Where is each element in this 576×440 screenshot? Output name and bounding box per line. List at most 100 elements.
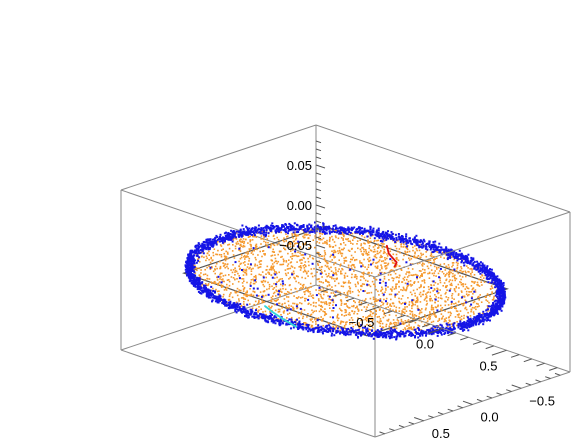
data-point xyxy=(418,270,421,272)
data-point xyxy=(428,261,430,264)
data-point xyxy=(292,226,295,229)
data-point xyxy=(487,305,490,308)
data-point xyxy=(409,283,412,286)
data-point xyxy=(192,254,195,257)
data-point xyxy=(443,250,446,253)
data-point xyxy=(439,267,442,270)
data-point xyxy=(421,242,424,245)
data-point xyxy=(467,270,469,273)
data-point xyxy=(406,306,408,308)
data-point xyxy=(345,314,347,316)
data-point xyxy=(360,244,362,247)
data-point xyxy=(324,260,327,262)
data-point xyxy=(381,271,383,274)
data-point xyxy=(249,266,251,269)
data-point xyxy=(502,284,505,287)
data-point xyxy=(225,289,228,291)
data-point xyxy=(327,322,330,324)
data-point xyxy=(430,284,433,287)
data-point xyxy=(344,272,347,275)
data-point xyxy=(445,265,447,268)
data-point xyxy=(351,328,354,331)
data-point xyxy=(284,302,286,305)
data-point xyxy=(187,276,190,279)
data-point xyxy=(270,255,273,257)
data-point xyxy=(241,307,244,310)
data-point xyxy=(315,326,318,329)
data-point xyxy=(415,238,418,241)
data-point xyxy=(379,269,381,271)
data-point xyxy=(262,233,265,236)
data-point xyxy=(207,284,209,287)
data-point xyxy=(222,275,225,277)
data-point xyxy=(486,265,489,268)
data-point xyxy=(246,309,249,312)
data-point xyxy=(394,296,396,298)
data-point xyxy=(287,245,289,247)
data-point xyxy=(283,237,285,239)
data-point xyxy=(275,271,277,273)
data-point xyxy=(291,234,294,237)
data-point xyxy=(424,316,427,318)
data-point xyxy=(351,264,354,266)
data-point xyxy=(431,255,433,257)
data-point xyxy=(235,270,238,273)
data-point xyxy=(321,231,324,233)
data-point xyxy=(254,300,257,303)
data-point xyxy=(405,261,408,264)
data-point xyxy=(392,319,395,321)
data-point xyxy=(299,302,301,304)
data-point xyxy=(270,224,273,227)
data-point xyxy=(472,281,474,283)
data-point xyxy=(356,275,358,278)
data-point xyxy=(382,316,385,319)
data-point xyxy=(260,238,262,240)
data-point xyxy=(326,239,328,242)
data-point xyxy=(437,292,440,294)
data-point xyxy=(409,291,412,294)
data-point xyxy=(334,293,336,296)
data-point xyxy=(475,302,478,305)
data-point xyxy=(305,328,308,331)
data-point xyxy=(304,322,307,324)
data-point xyxy=(443,272,445,275)
data-point xyxy=(259,291,262,293)
data-point xyxy=(349,261,352,263)
data-point xyxy=(353,237,355,239)
data-point xyxy=(310,319,312,322)
data-point xyxy=(458,287,460,289)
data-point xyxy=(231,271,234,274)
data-point xyxy=(219,265,222,268)
data-point xyxy=(491,307,493,309)
data-point xyxy=(313,310,315,313)
data-point xyxy=(250,293,253,296)
data-point xyxy=(377,239,380,242)
data-point xyxy=(358,324,361,326)
data-point xyxy=(443,257,445,259)
data-point xyxy=(445,247,448,250)
data-point xyxy=(352,325,355,328)
data-point xyxy=(384,333,387,336)
data-point xyxy=(326,275,328,278)
data-point xyxy=(388,235,391,238)
data-point xyxy=(323,255,326,257)
data-point xyxy=(191,268,194,271)
data-point xyxy=(473,282,476,284)
data-point xyxy=(419,301,422,303)
data-point xyxy=(454,316,457,318)
data-point xyxy=(327,323,330,325)
data-point xyxy=(295,242,297,245)
data-point xyxy=(206,284,208,286)
data-point xyxy=(272,267,274,270)
data-point xyxy=(300,254,303,256)
data-point xyxy=(431,328,434,331)
data-point xyxy=(274,309,277,312)
data-point xyxy=(468,293,470,296)
data-point xyxy=(339,332,341,335)
data-point xyxy=(398,333,400,336)
data-point xyxy=(397,250,399,253)
data-point xyxy=(262,276,265,279)
data-point xyxy=(222,262,224,264)
data-point xyxy=(238,298,240,300)
data-point xyxy=(394,293,397,296)
